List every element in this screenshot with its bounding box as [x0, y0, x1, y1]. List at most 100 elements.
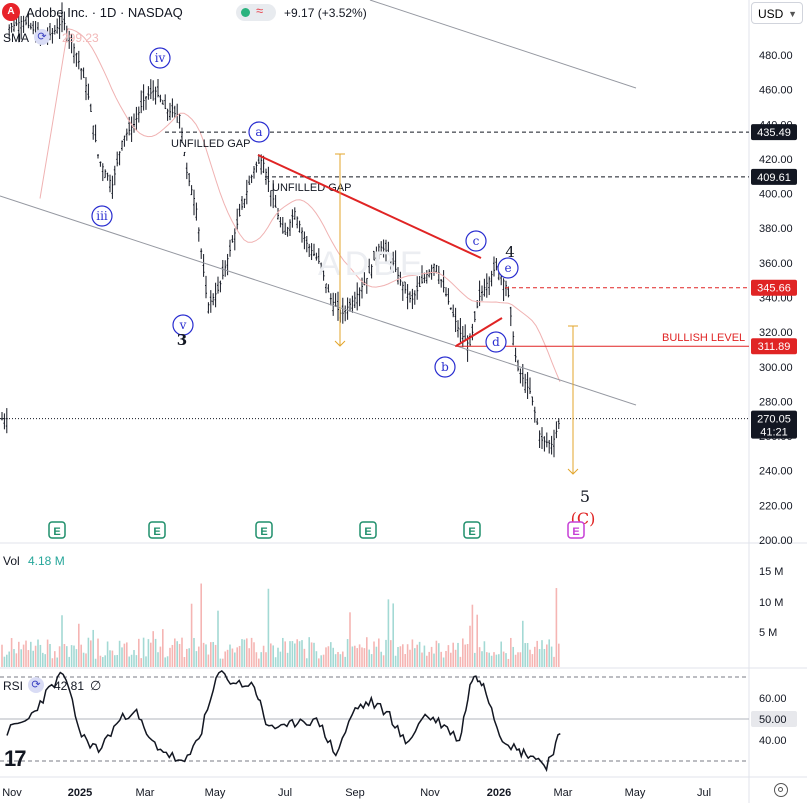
rsi-label[interactable]: RSI [3, 679, 24, 693]
volume-bar [555, 588, 558, 667]
volume-bar [346, 639, 349, 667]
volume-bar [332, 647, 334, 667]
volume-bar [147, 639, 150, 667]
volume-bar [558, 643, 560, 667]
volume-bar [106, 641, 109, 667]
volume-bar [279, 651, 282, 667]
volume-bar [277, 647, 279, 667]
volume-bar [404, 654, 406, 667]
earnings-marker[interactable]: E [359, 521, 377, 539]
currency-select[interactable]: USD ▼ [751, 2, 803, 24]
volume-bar [368, 649, 370, 667]
earnings-marker[interactable]: E [48, 521, 66, 539]
candle [236, 208, 239, 230]
volume-bar [20, 649, 22, 667]
volume-layer [1, 583, 560, 667]
earnings-badge [148, 521, 166, 539]
volume-bar [416, 644, 418, 667]
candle [130, 116, 133, 142]
volume-bar [34, 645, 37, 667]
adobe-logo-icon[interactable]: A [2, 3, 20, 21]
candle [447, 288, 450, 305]
volume-bar [37, 639, 39, 667]
volume-bar [421, 652, 423, 667]
earnings-marker[interactable]: E [148, 521, 166, 539]
candle [404, 281, 407, 294]
volume-bar [159, 646, 162, 667]
candle [524, 373, 527, 394]
candle [488, 276, 491, 296]
wave-label: iv [155, 51, 166, 65]
volume-bar [457, 642, 459, 667]
candle [550, 435, 553, 455]
volume-bar [126, 642, 128, 667]
candle [505, 280, 507, 297]
unfilled-gap-label: UNFILLED GAP [171, 138, 250, 150]
volume-bar [524, 643, 526, 667]
candle [133, 113, 135, 133]
volume-bar [358, 644, 361, 667]
volume-bar [140, 658, 142, 667]
refresh-loop-icon[interactable]: ⟳ [28, 677, 44, 693]
volume-bar [190, 603, 193, 667]
symbol-title[interactable]: Adobe Inc. · 1D · NASDAQ [26, 5, 183, 20]
volume-bar [390, 640, 392, 667]
volume-bar [512, 646, 514, 667]
vol-label[interactable]: Vol [3, 554, 20, 568]
volume-bar [114, 655, 116, 667]
wave-label: a [255, 125, 262, 139]
gear-icon[interactable] [774, 783, 788, 797]
candle [351, 295, 354, 313]
volume-bar [162, 629, 164, 667]
candle [10, 22, 13, 33]
candle [495, 258, 498, 271]
market-status-pill[interactable]: ≈ [236, 3, 276, 21]
volume-bar [543, 649, 546, 667]
earnings-marker-future[interactable]: E [567, 521, 585, 539]
earnings-marker[interactable]: E [255, 521, 273, 539]
triangle-upper-line [257, 154, 482, 259]
volume-bar [222, 658, 224, 667]
price-tick-label: 480.00 [759, 50, 793, 62]
earnings-marker[interactable]: E [463, 521, 481, 539]
volume-bar [205, 644, 207, 667]
price-tag [751, 279, 797, 296]
volume-bar [10, 638, 13, 667]
candle [543, 436, 546, 452]
candle [485, 273, 488, 298]
volume-bar [478, 647, 481, 667]
refresh-loop-icon[interactable]: ⟳ [34, 29, 50, 45]
volume-bar [133, 650, 135, 667]
candle [145, 96, 147, 110]
volume-bar [337, 652, 339, 667]
volume-bar [354, 645, 356, 667]
volume-bar [226, 649, 229, 667]
volume-bar [289, 641, 291, 667]
volume-bar [51, 658, 54, 667]
candle [401, 281, 404, 301]
candle [327, 284, 330, 293]
candle [190, 185, 193, 196]
price-layer [1, 2, 561, 458]
volume-bar [306, 658, 308, 667]
volume-bar [210, 642, 212, 667]
volume-bar [476, 614, 478, 667]
volume-bar [342, 651, 344, 667]
hidden-eye-icon[interactable]: ∅ [90, 678, 102, 693]
sma-label[interactable]: SMA [3, 31, 30, 45]
candle [58, 15, 61, 40]
candle [519, 368, 522, 384]
volume-bar [202, 642, 205, 667]
triangle-lower-line [455, 317, 503, 347]
candle [217, 276, 219, 294]
tradingview-logo-icon[interactable]: 17 [4, 746, 27, 771]
volume-bar [6, 654, 8, 667]
volume-bar [13, 649, 15, 667]
candle [89, 103, 92, 112]
volume-bar [166, 656, 169, 667]
candle [346, 297, 349, 320]
volume-bar [339, 654, 342, 667]
volume-bar [49, 643, 51, 667]
time-tick-label: May [625, 787, 646, 799]
